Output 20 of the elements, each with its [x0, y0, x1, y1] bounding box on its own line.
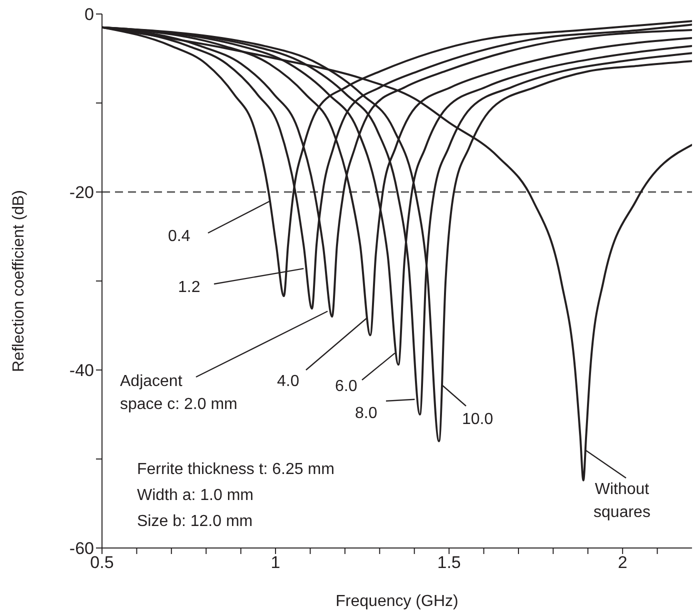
annotation: Without squares: [594, 481, 650, 521]
y-tick-label: -20: [69, 183, 94, 202]
annotation: 8.0: [355, 405, 378, 422]
annotation: Ferrite thickness t: 6.25 mm: [137, 461, 334, 478]
annotation: 6.0: [335, 378, 358, 395]
x-tick-label: 0.5: [90, 553, 114, 572]
annotation: Size b: 12.0 mm: [137, 513, 253, 530]
y-tick-label: 0: [84, 5, 94, 24]
annotation: 10.0: [462, 411, 494, 428]
x-axis-title: Frequency (GHz): [336, 593, 458, 610]
annotation: Width a: 1.0 mm: [137, 487, 254, 504]
y-tick-label: -40: [69, 361, 94, 380]
x-tick-label: 1: [270, 553, 280, 572]
annotation: 0.4: [168, 228, 190, 245]
annotation: Adjacent space c: 2.0 mm: [120, 373, 238, 413]
annotation: 1.2: [178, 279, 200, 296]
y-axis-title: Reflection coefficient (dB): [10, 190, 28, 372]
x-tick-label: 1.5: [437, 553, 461, 572]
annotation: 4.0: [277, 373, 300, 390]
x-tick-label: 2: [618, 553, 628, 572]
